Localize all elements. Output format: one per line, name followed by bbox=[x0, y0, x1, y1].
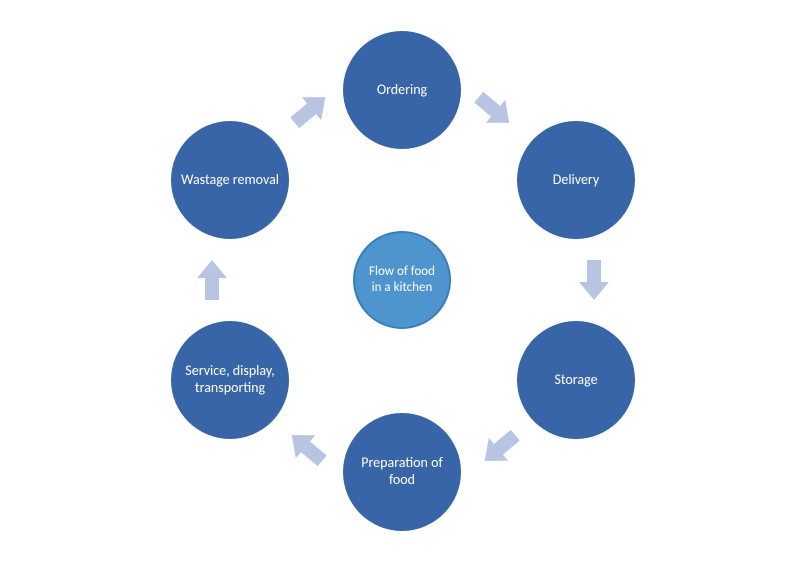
cycle-node: Preparation of food bbox=[343, 413, 461, 531]
arrow-icon bbox=[469, 86, 519, 135]
cycle-node-label: Wastage removal bbox=[181, 172, 279, 189]
cycle-node-label: Storage bbox=[554, 372, 597, 389]
cycle-node: Wastage removal bbox=[171, 121, 289, 239]
center-label: Flow of food in a kitchen bbox=[363, 264, 441, 295]
cycle-node: Ordering bbox=[343, 31, 461, 149]
arrow-icon bbox=[285, 86, 335, 135]
cycle-node: Delivery bbox=[517, 121, 635, 239]
arrow-icon bbox=[197, 260, 227, 300]
cycle-node-label: Preparation of food bbox=[351, 455, 453, 489]
arrow-icon bbox=[475, 424, 525, 473]
center-node: Flow of food in a kitchen bbox=[353, 231, 451, 329]
cycle-arrow bbox=[285, 86, 335, 135]
cycle-arrow bbox=[469, 86, 519, 135]
cycle-arrow bbox=[282, 424, 332, 473]
cycle-arrow bbox=[579, 260, 609, 300]
cycle-node-label: Ordering bbox=[377, 82, 427, 99]
arrow-icon bbox=[579, 260, 609, 300]
cycle-node: Service, display, transporting bbox=[171, 321, 289, 439]
cycle-arrow bbox=[197, 260, 227, 300]
arrow-icon bbox=[282, 424, 332, 473]
cycle-diagram: Flow of food in a kitchen Ordering Deliver… bbox=[0, 0, 804, 561]
cycle-node-label: Delivery bbox=[553, 172, 599, 189]
cycle-arrow bbox=[475, 424, 525, 473]
cycle-node: Storage bbox=[517, 321, 635, 439]
cycle-node-label: Service, display, transporting bbox=[179, 363, 281, 397]
